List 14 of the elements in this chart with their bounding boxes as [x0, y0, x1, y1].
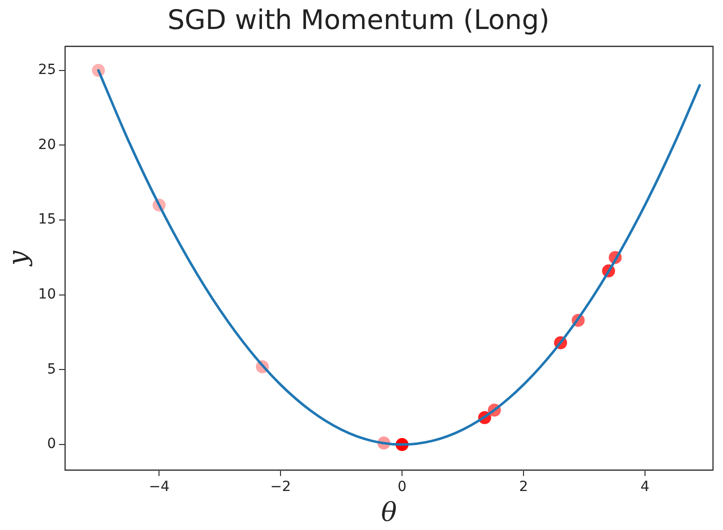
- chart-title: SGD with Momentum (Long): [167, 5, 550, 36]
- y-tick-label: 15: [38, 212, 56, 228]
- x-tick-label: 0: [398, 479, 407, 496]
- x-tick-label: 4: [640, 479, 650, 496]
- y-tick-label: 20: [38, 136, 56, 153]
- y-tick-label: 10: [38, 286, 56, 303]
- x-tick-label: −2: [270, 479, 291, 496]
- x-tick-label: −4: [148, 479, 170, 496]
- y-tick-label: 0: [47, 436, 56, 452]
- y-axis-title: y: [3, 250, 34, 267]
- x-axis-title: θ: [381, 498, 398, 528]
- y-tick-label: 25: [38, 62, 56, 78]
- x-tick-label: 2: [519, 479, 528, 496]
- y-tick-label: 5: [47, 361, 56, 378]
